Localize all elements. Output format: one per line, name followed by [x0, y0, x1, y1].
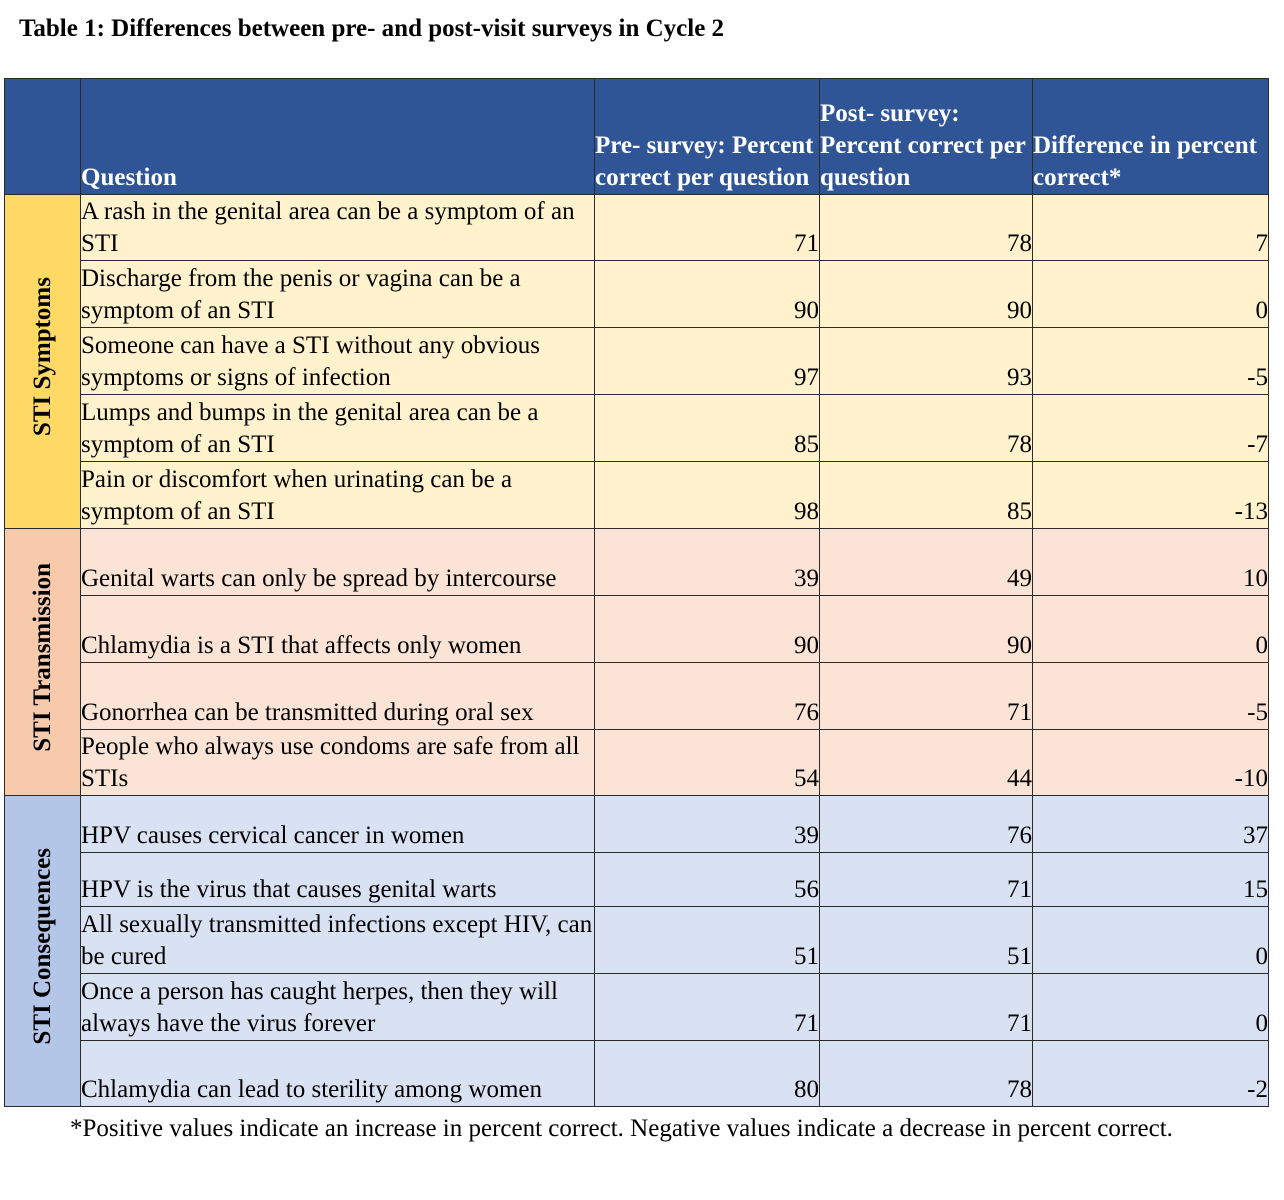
pre-cell: 51: [594, 906, 820, 974]
diff-cell: 10: [1032, 528, 1269, 596]
pre-cell: 97: [594, 327, 820, 395]
diff-cell: -10: [1032, 729, 1269, 796]
diff-cell: -13: [1032, 461, 1269, 529]
table-row: People who always use condoms are safe f…: [4, 729, 1269, 796]
question-cell: Discharge from the penis or vagina can b…: [80, 260, 595, 328]
post-cell: 71: [819, 852, 1033, 907]
table-row: Gonorrhea can be transmitted during oral…: [4, 662, 1269, 730]
diff-cell: 0: [1032, 595, 1269, 663]
question-cell: Gonorrhea can be transmitted during oral…: [80, 662, 595, 730]
category-consequences: STI Consequences: [4, 795, 81, 1107]
pre-cell: 71: [594, 194, 820, 261]
post-cell: 49: [819, 528, 1033, 596]
header-post-survey: Post- survey: Percent correct per questi…: [819, 78, 1033, 195]
diff-cell: 15: [1032, 852, 1269, 907]
category-symptoms: STI Symptoms: [4, 194, 81, 529]
table-title: Table 1: Differences between pre- and po…: [19, 15, 725, 42]
table-row: STI Transmission Genital warts can only …: [4, 528, 1269, 796]
diff-cell: -2: [1032, 1040, 1269, 1107]
pre-cell: 76: [594, 662, 820, 730]
table-row: Someone can have a STI without any obvio…: [4, 327, 1269, 395]
header-row: Question Pre- survey: Percent correct pe…: [4, 78, 1269, 195]
question-cell: A rash in the genital area can be a symp…: [80, 194, 595, 261]
post-cell: 44: [819, 729, 1033, 796]
table-row: Pain or discomfort when urinating can be…: [4, 461, 1269, 529]
table-row: HPV is the virus that causes genital war…: [4, 852, 1269, 907]
pre-cell: 90: [594, 595, 820, 663]
footnote: *Positive values indicate an increase in…: [70, 1115, 1173, 1142]
pre-cell: 98: [594, 461, 820, 529]
category-label: STI Transmission: [28, 563, 56, 752]
pre-cell: 71: [594, 973, 820, 1041]
header-question: Question: [80, 78, 595, 195]
category-label: STI Consequences: [28, 848, 56, 1045]
diff-cell: 7: [1032, 194, 1269, 261]
diff-cell: 37: [1032, 795, 1269, 853]
table-row: Discharge from the penis or vagina can b…: [4, 260, 1269, 328]
question-cell: All sexually transmitted infections exce…: [80, 906, 595, 974]
question-cell: Genital warts can only be spread by inte…: [80, 528, 595, 596]
post-cell: 90: [819, 595, 1033, 663]
post-cell: 71: [819, 973, 1033, 1041]
post-cell: 78: [819, 1040, 1033, 1107]
pre-cell: 54: [594, 729, 820, 796]
header-difference: Difference in percent correct*: [1032, 78, 1269, 195]
question-cell: Chlamydia can lead to sterility among wo…: [80, 1040, 595, 1107]
question-cell: Someone can have a STI without any obvio…: [80, 327, 595, 395]
diff-cell: 0: [1032, 260, 1269, 328]
question-cell: People who always use condoms are safe f…: [80, 729, 595, 796]
post-cell: 85: [819, 461, 1033, 529]
question-cell: Chlamydia is a STI that affects only wom…: [80, 595, 595, 663]
question-cell: Once a person has caught herpes, then th…: [80, 973, 595, 1041]
question-cell: Lumps and bumps in the genital area can …: [80, 394, 595, 462]
table-row: Chlamydia can lead to sterility among wo…: [4, 1040, 1269, 1107]
diff-cell: -5: [1032, 662, 1269, 730]
pre-cell: 39: [594, 528, 820, 596]
header-category-cell: [4, 78, 81, 195]
table-row: Lumps and bumps in the genital area can …: [4, 394, 1269, 462]
post-cell: 90: [819, 260, 1033, 328]
table-row: All sexually transmitted infections exce…: [4, 906, 1269, 974]
pre-cell: 56: [594, 852, 820, 907]
post-cell: 78: [819, 194, 1033, 261]
header-pre-survey: Pre- survey: Percent correct per questio…: [594, 78, 820, 195]
question-cell: HPV causes cervical cancer in women: [80, 795, 595, 853]
table-row: Chlamydia is a STI that affects only wom…: [4, 595, 1269, 663]
diff-cell: 0: [1032, 906, 1269, 974]
survey-table: Question Pre- survey: Percent correct pe…: [4, 78, 1269, 1107]
post-cell: 76: [819, 795, 1033, 853]
pre-cell: 90: [594, 260, 820, 328]
post-cell: 51: [819, 906, 1033, 974]
category-transmission: STI Transmission: [4, 528, 81, 796]
category-label: STI Symptoms: [28, 277, 56, 437]
question-cell: Pain or discomfort when urinating can be…: [80, 461, 595, 529]
post-cell: 78: [819, 394, 1033, 462]
post-cell: 71: [819, 662, 1033, 730]
diff-cell: -5: [1032, 327, 1269, 395]
post-cell: 93: [819, 327, 1033, 395]
pre-cell: 80: [594, 1040, 820, 1107]
question-cell: HPV is the virus that causes genital war…: [80, 852, 595, 907]
pre-cell: 85: [594, 394, 820, 462]
table-row: STI Symptoms A rash in the genital area …: [4, 194, 1269, 529]
pre-cell: 39: [594, 795, 820, 853]
table-row: STI Consequences HPV causes cervical can…: [4, 795, 1269, 1107]
table-row: Once a person has caught herpes, then th…: [4, 973, 1269, 1041]
diff-cell: 0: [1032, 973, 1269, 1041]
diff-cell: -7: [1032, 394, 1269, 462]
